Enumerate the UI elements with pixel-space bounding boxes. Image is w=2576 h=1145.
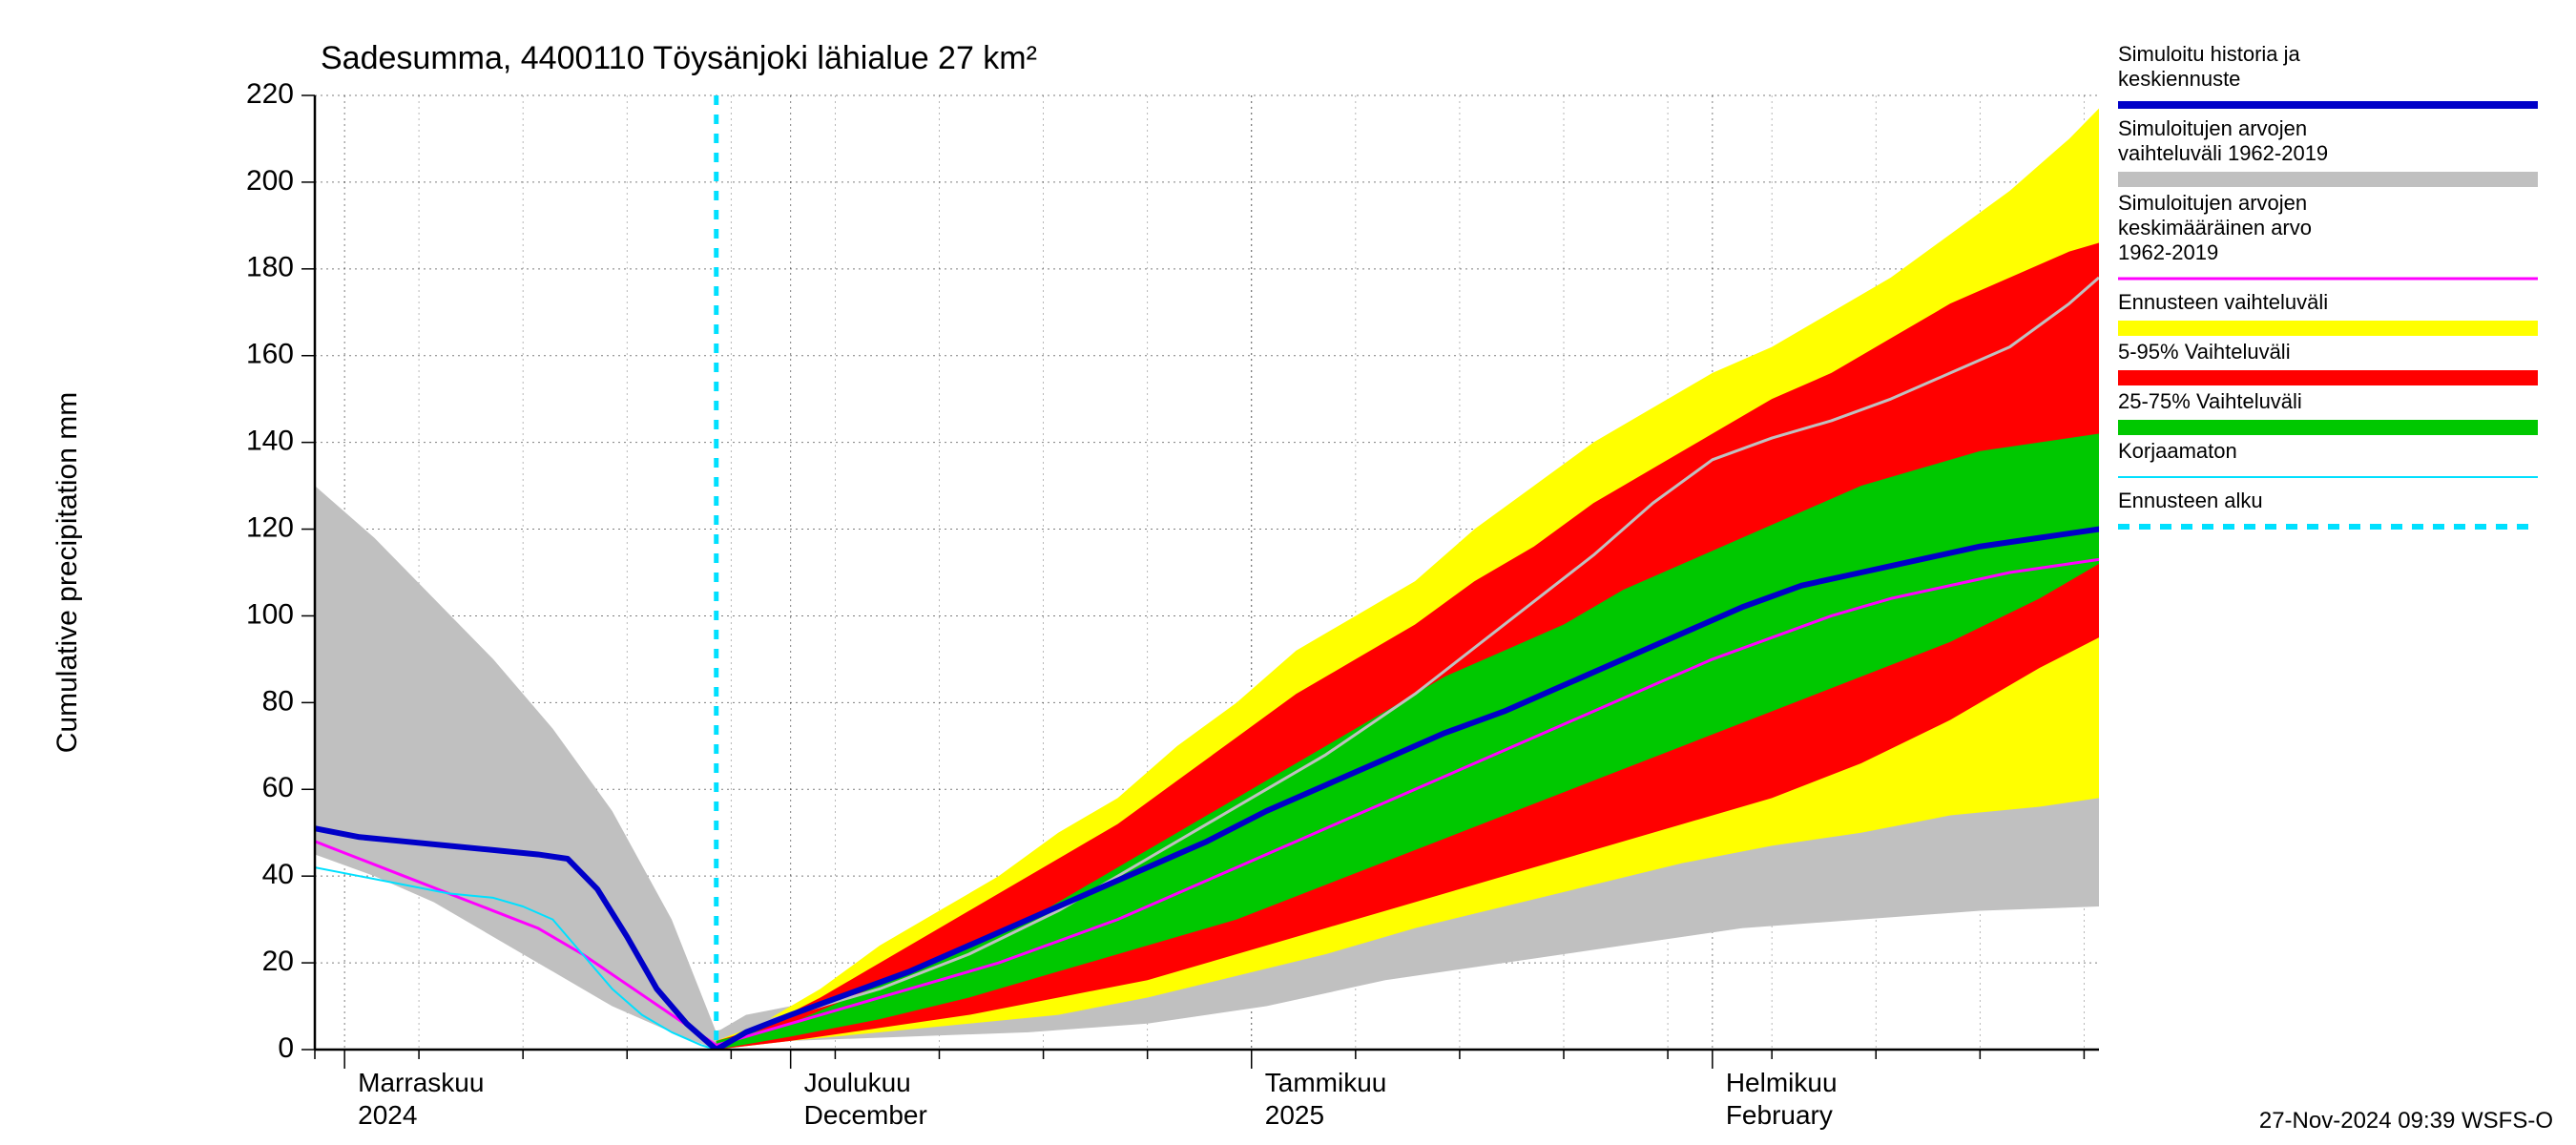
y-tick-label: 200 bbox=[246, 165, 294, 197]
y-tick-label: 80 bbox=[262, 685, 294, 717]
legend-label: Ennusteen vaihteluväli bbox=[2118, 290, 2328, 314]
y-axis-label: Cumulative precipitation mm bbox=[52, 392, 83, 753]
x-tick-label-top: Tammikuu bbox=[1265, 1068, 1387, 1097]
legend-label: keskiennuste bbox=[2118, 67, 2240, 91]
legend-label: Simuloitujen arvojen bbox=[2118, 116, 2307, 140]
x-tick-label-bottom: 2024 bbox=[358, 1100, 417, 1130]
chart-container: 0 20 40 60 80 100 120 140 160 180 200 220 Marraskuu 2… bbox=[0, 0, 2576, 1145]
y-tick-label: 180 bbox=[246, 252, 294, 283]
legend-label: Korjaamaton bbox=[2118, 439, 2237, 463]
y-tick-label: 40 bbox=[262, 859, 294, 890]
legend-label: Simuloitu historia ja bbox=[2118, 42, 2301, 66]
chart-title: Sadesumma, 4400110 Töysänjoki lähialue 2… bbox=[321, 40, 1037, 76]
legend-swatch bbox=[2118, 370, 2538, 385]
x-tick-label-top: Marraskuu bbox=[358, 1068, 484, 1097]
legend-label: Ennusteen alku bbox=[2118, 489, 2263, 512]
y-tick-label: 220 bbox=[246, 78, 294, 110]
legend-label: Simuloitujen arvojen bbox=[2118, 191, 2307, 215]
y-tick-label: 120 bbox=[246, 511, 294, 543]
x-tick-label-bottom: 2025 bbox=[1265, 1100, 1324, 1130]
y-tick-label: 0 bbox=[278, 1032, 294, 1064]
precipitation-chart: 0 20 40 60 80 100 120 140 160 180 200 220 Marraskuu 2… bbox=[0, 0, 2576, 1145]
y-tick-label: 140 bbox=[246, 426, 294, 457]
chart-footer: 27-Nov-2024 09:39 WSFS-O bbox=[2259, 1108, 2553, 1134]
legend-swatch bbox=[2118, 420, 2538, 435]
legend-label: 5-95% Vaihteluväli bbox=[2118, 340, 2291, 364]
x-tick-label-bottom: December bbox=[804, 1100, 927, 1130]
x-tick-label-bottom: February bbox=[1726, 1100, 1833, 1130]
y-tick-label: 160 bbox=[246, 339, 294, 370]
legend-swatch bbox=[2118, 172, 2538, 187]
y-tick-label: 20 bbox=[262, 946, 294, 977]
legend-label: keskimääräinen arvo bbox=[2118, 216, 2312, 239]
x-tick-label-top: Joulukuu bbox=[804, 1068, 911, 1097]
legend-swatch bbox=[2118, 321, 2538, 336]
legend-label: 25-75% Vaihteluväli bbox=[2118, 389, 2302, 413]
y-tick-label: 100 bbox=[246, 598, 294, 630]
x-tick-label-top: Helmikuu bbox=[1726, 1068, 1838, 1097]
legend-label: vaihteluväli 1962-2019 bbox=[2118, 141, 2328, 165]
y-tick-label: 60 bbox=[262, 772, 294, 803]
legend-label: 1962-2019 bbox=[2118, 240, 2218, 264]
